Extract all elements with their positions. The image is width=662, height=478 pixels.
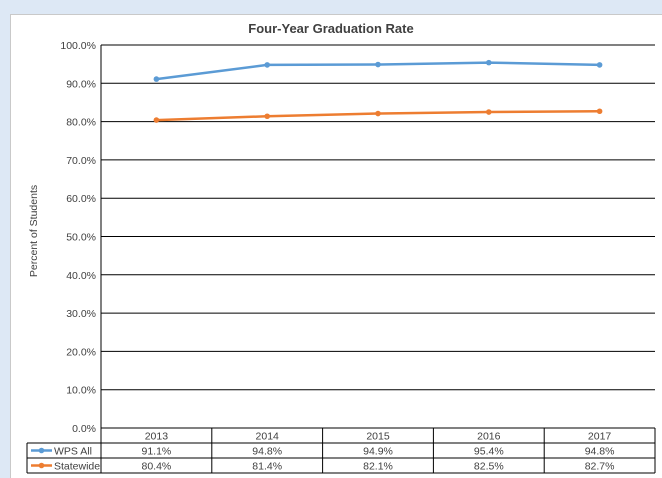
- data-point: [375, 110, 381, 117]
- x-category-label: 2013: [145, 431, 169, 443]
- data-point: [596, 108, 603, 115]
- y-tick-label: 10.0%: [66, 385, 96, 397]
- y-tick-label: 100.0%: [60, 40, 96, 52]
- y-axis-label: Percent of Students: [28, 185, 40, 277]
- gridlines: [100, 44, 655, 429]
- y-tick-label: 70.0%: [66, 155, 96, 167]
- y-tick-label: 50.0%: [66, 232, 96, 244]
- data-table-value: 82.7%: [585, 461, 615, 473]
- y-tick-label: 20.0%: [66, 346, 96, 358]
- data-table-value: 81.4%: [252, 461, 282, 473]
- legend-series-name: Statewide: [54, 461, 100, 473]
- data-table-value: 94.8%: [252, 446, 282, 458]
- x-category-label: 2017: [588, 431, 612, 443]
- x-category-label: 2016: [477, 431, 501, 443]
- series-lines: [153, 59, 603, 123]
- data-table-value: 80.4%: [142, 461, 172, 473]
- y-tick-label: 40.0%: [66, 270, 96, 282]
- chart-title: Four-Year Graduation Rate: [248, 21, 413, 36]
- legend-series-name: WPS All: [54, 446, 92, 458]
- data-point: [264, 62, 271, 68]
- data-table-value: 82.1%: [363, 461, 393, 473]
- y-tick-label: 30.0%: [66, 308, 96, 320]
- data-table-value: 94.8%: [585, 446, 615, 458]
- x-category-label: 2014: [256, 431, 280, 443]
- data-point: [153, 117, 160, 123]
- legend-key-marker: [38, 462, 45, 469]
- y-tick-label: 80.0%: [66, 117, 96, 129]
- y-tick-label: 90.0%: [66, 78, 96, 90]
- chart-frame: [10, 14, 662, 478]
- data-point: [486, 109, 492, 115]
- x-category-label: 2015: [366, 431, 390, 443]
- data-point: [264, 113, 271, 120]
- data-table-value: 82.5%: [474, 461, 504, 473]
- data-point: [486, 59, 492, 66]
- data-table: 2013 2014 2015 2016 2017 WPS All 91.1% 94.8% 94.…: [26, 427, 656, 474]
- data-table-value: 91.1%: [142, 446, 172, 458]
- legend-key-marker: [38, 447, 45, 454]
- data-point: [375, 61, 381, 68]
- y-tick-label: 60.0%: [66, 193, 96, 205]
- y-axis-ticks: 0.0% 10.0% 20.0% 30.0% 40.0% 50.0% 60.0% 70.0% 8…: [60, 40, 96, 435]
- data-point: [596, 62, 603, 68]
- data-point: [153, 76, 160, 82]
- y-tick-label: 0.0%: [72, 423, 96, 435]
- data-table-value: 95.4%: [474, 446, 504, 458]
- data-table-value: 94.9%: [363, 446, 393, 458]
